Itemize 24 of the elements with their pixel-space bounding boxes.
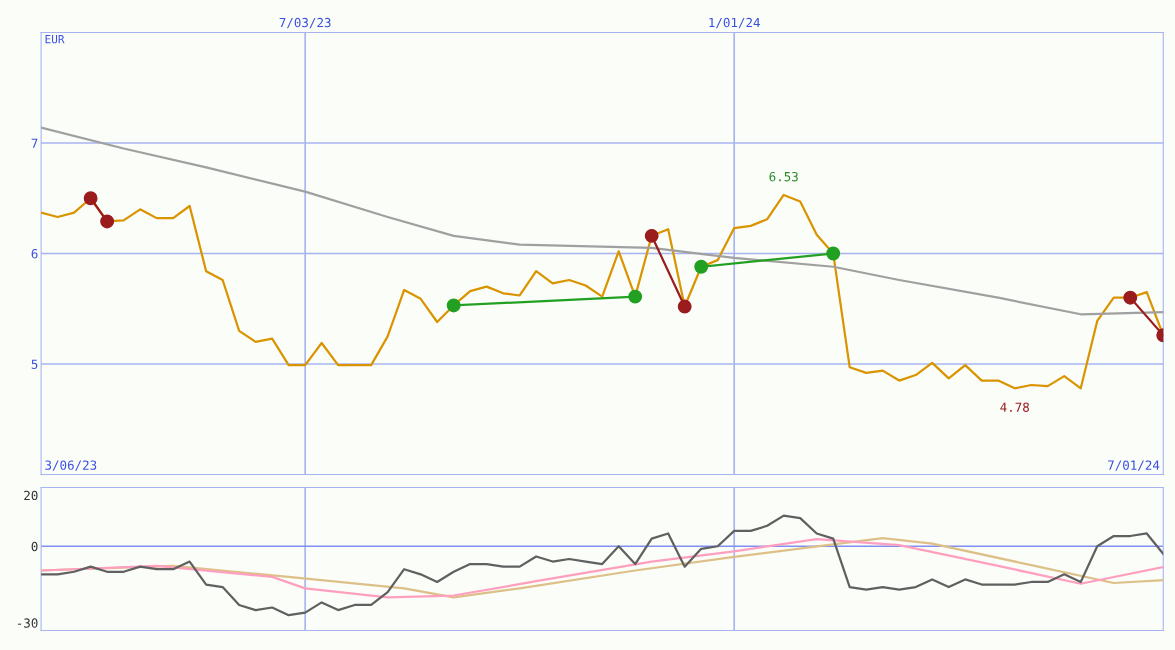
point xyxy=(100,214,115,229)
y-axis-title: EUR xyxy=(45,35,65,44)
line-series xyxy=(41,126,1164,316)
point xyxy=(446,298,461,313)
y-tick-label: 7 xyxy=(31,138,38,148)
point xyxy=(677,299,692,314)
line-series xyxy=(41,514,1164,617)
annotation: 3/06/23 xyxy=(45,460,97,471)
y-tick-label: -30 xyxy=(17,618,38,628)
point xyxy=(83,191,98,206)
annotation: 4.78 xyxy=(1000,402,1029,412)
y-tick-label: 0 xyxy=(31,541,38,552)
point xyxy=(644,228,659,243)
x-tick-label: 1/01/24 xyxy=(709,17,760,29)
y-tick-label: 5 xyxy=(31,359,38,369)
y-tick-label: 6 xyxy=(31,249,38,259)
y-tick-label: 20 xyxy=(24,490,38,501)
annotation: 6.53 xyxy=(769,171,798,182)
point xyxy=(694,259,709,274)
annotation: 7/01/24 xyxy=(1108,460,1160,471)
point xyxy=(628,289,643,304)
x-tick-label: 7/03/23 xyxy=(279,17,331,29)
line-series xyxy=(41,193,1164,390)
point xyxy=(826,246,841,261)
